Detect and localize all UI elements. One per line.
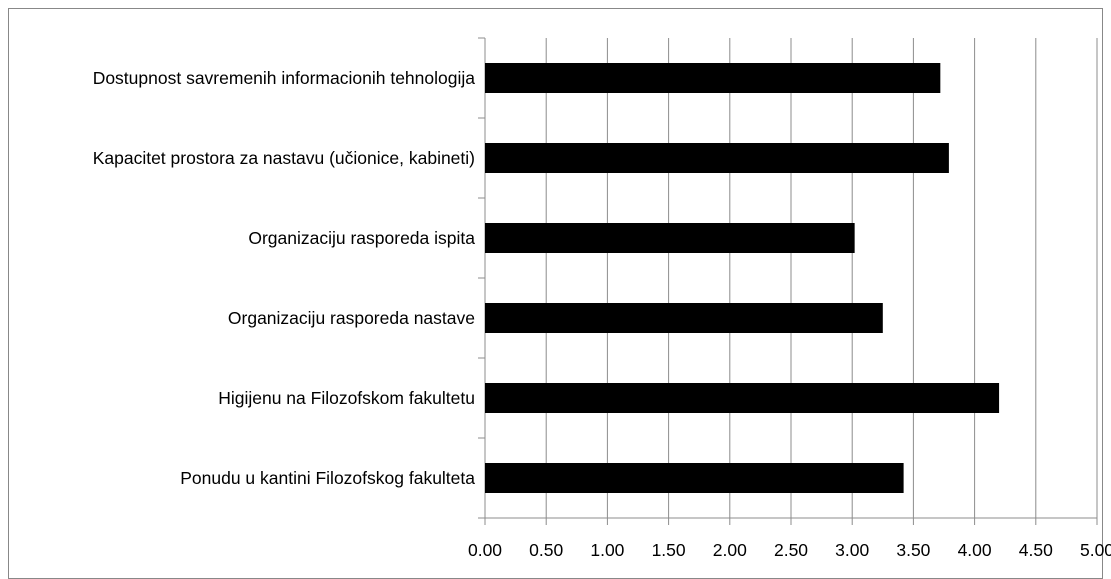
x-tick-label: 0.50 — [516, 540, 576, 561]
y-tick-label: Higijenu na Filozofskom fakultetu — [25, 358, 475, 438]
y-tick-label: Kapacitet prostora za nastavu (učionice,… — [25, 118, 475, 198]
bar — [485, 223, 855, 253]
x-tick-label: 3.50 — [883, 540, 943, 561]
x-tick-label-text: 1.00 — [590, 540, 625, 560]
x-tick-label: 0.00 — [455, 540, 515, 561]
x-tick-label: 1.00 — [577, 540, 637, 561]
x-tick-label: 2.50 — [761, 540, 821, 561]
x-tick-label: 5.00 — [1067, 540, 1111, 561]
x-tick-label: 4.00 — [945, 540, 1005, 561]
x-tick-label-text: 1.50 — [651, 540, 686, 560]
x-tick-label-text: 5.00 — [1079, 540, 1111, 560]
bar — [485, 143, 949, 173]
bar — [485, 463, 904, 493]
y-tick-label: Dostupnost savremenih informacionih tehn… — [25, 38, 475, 118]
y-tick-label-text: Dostupnost savremenih informacionih tehn… — [92, 68, 475, 88]
x-tick-label-text: 3.00 — [835, 540, 870, 560]
y-tick-label-text: Higijenu na Filozofskom fakultetu — [218, 388, 475, 408]
x-tick-label: 1.50 — [639, 540, 699, 561]
x-tick-label: 2.00 — [700, 540, 760, 561]
y-tick-label: Organizaciju rasporeda ispita — [25, 198, 475, 278]
bar — [485, 63, 941, 93]
y-tick-label: Ponudu u kantini Filozofskog fakulteta — [25, 438, 475, 518]
y-tick-label: Organizaciju rasporeda nastave — [25, 278, 475, 358]
x-tick-label-text: 0.00 — [467, 540, 503, 560]
y-tick-label-text: Ponudu u kantini Filozofskog fakulteta — [180, 468, 475, 488]
x-tick-label: 4.50 — [1006, 540, 1066, 561]
bar — [485, 303, 883, 333]
x-tick-label-text: 2.50 — [773, 540, 809, 560]
x-tick-label: 3.00 — [822, 540, 882, 561]
y-tick-label-text: Kapacitet prostora za nastavu (učionice,… — [92, 148, 475, 168]
x-tick-label-text: 4.50 — [1018, 540, 1053, 560]
x-tick-label-text: 0.50 — [529, 540, 564, 560]
bar — [485, 383, 1000, 413]
x-tick-label-text: 4.00 — [957, 540, 992, 560]
y-tick-label-text: Organizaciju rasporeda ispita — [248, 228, 475, 248]
x-tick-label-text: 3.50 — [896, 540, 931, 560]
y-tick-label-text: Organizaciju rasporeda nastave — [227, 308, 475, 328]
x-tick-label-text: 2.00 — [712, 540, 747, 560]
